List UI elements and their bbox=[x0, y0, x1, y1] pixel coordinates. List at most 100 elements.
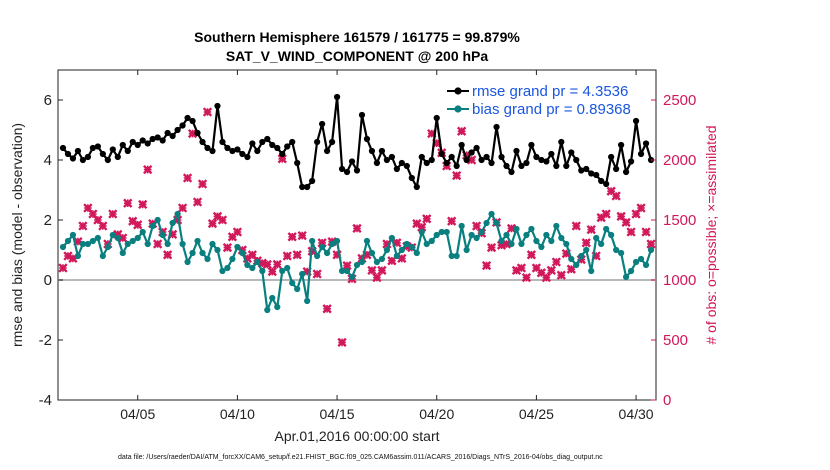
rmse-point bbox=[169, 132, 176, 140]
rmse-point bbox=[448, 153, 455, 161]
bias-point bbox=[224, 264, 231, 272]
rmse-point bbox=[483, 153, 490, 161]
rmse-point bbox=[563, 162, 570, 170]
bias-point bbox=[104, 243, 111, 251]
bias-point bbox=[269, 294, 276, 302]
rmse-point bbox=[239, 150, 246, 158]
obs-point bbox=[372, 272, 382, 283]
bias-point bbox=[134, 234, 141, 242]
legend-rmse-label: rmse grand pr = 4.3536 bbox=[472, 83, 628, 100]
rmse-point bbox=[254, 147, 261, 155]
bias-point bbox=[69, 231, 77, 239]
rmse-point bbox=[348, 158, 356, 165]
obs-point bbox=[133, 220, 143, 230]
obs-point bbox=[611, 191, 621, 201]
rmse-point bbox=[598, 177, 605, 185]
x-tick-label: 04/20 bbox=[419, 406, 454, 422]
bias-point bbox=[523, 231, 530, 239]
chart-title-line2: SAT_V_WIND_COMPONENT @ 200 hPa bbox=[226, 48, 489, 64]
obs-point bbox=[337, 337, 347, 348]
rmse-point bbox=[573, 156, 580, 164]
bias-point bbox=[309, 237, 316, 245]
rmse-point bbox=[463, 156, 470, 164]
obs-point bbox=[377, 265, 387, 276]
rmse-point bbox=[229, 147, 236, 155]
bias-point bbox=[264, 306, 271, 314]
bias-point bbox=[383, 246, 390, 254]
bias-point bbox=[219, 267, 226, 275]
bias-point bbox=[144, 240, 151, 248]
rmse-point bbox=[373, 159, 381, 167]
rmse-point bbox=[159, 137, 166, 144]
rmse-point bbox=[104, 156, 111, 164]
bias-point bbox=[647, 246, 655, 254]
obs-point bbox=[108, 209, 118, 219]
obs-point bbox=[481, 260, 492, 271]
bias-point bbox=[503, 231, 510, 239]
bias-point bbox=[428, 237, 435, 245]
obs-point bbox=[447, 216, 457, 226]
rmse-point bbox=[328, 138, 336, 146]
right-tick-label: 2000 bbox=[663, 152, 696, 169]
rmse-point bbox=[244, 153, 251, 161]
bias-point bbox=[363, 237, 371, 245]
left-tick-label: 0 bbox=[44, 272, 52, 289]
bias-point bbox=[408, 243, 415, 251]
x-tick-label: 04/15 bbox=[320, 406, 355, 422]
x-tick-label: 04/25 bbox=[519, 406, 554, 422]
rmse-point bbox=[408, 174, 415, 182]
right-axis-label: # of obs: o=possible; ×=assimilated bbox=[703, 125, 719, 344]
rmse-point bbox=[423, 159, 430, 167]
obs-point bbox=[222, 242, 233, 253]
bias-point bbox=[473, 234, 480, 242]
bias-point bbox=[319, 243, 326, 251]
rmse-point bbox=[468, 149, 475, 156]
bias-point bbox=[284, 264, 291, 272]
x-tick-label: 04/05 bbox=[120, 406, 155, 422]
obs-point bbox=[641, 227, 651, 237]
obs-point bbox=[457, 126, 467, 136]
bias-point bbox=[259, 267, 266, 275]
obs-point bbox=[312, 269, 322, 279]
bias-point bbox=[468, 231, 475, 239]
bias-point bbox=[393, 252, 400, 260]
rmse-point bbox=[543, 158, 550, 165]
left-tick-label: 4 bbox=[44, 152, 52, 169]
bias-point bbox=[518, 240, 525, 248]
rmse-point bbox=[393, 165, 400, 173]
bias-point bbox=[333, 237, 341, 245]
bias-point bbox=[388, 234, 395, 242]
data-file-footnote: data file: /Users/raeder/DAI/ATM_forcXX/… bbox=[118, 454, 603, 461]
rmse-point bbox=[428, 156, 435, 164]
obs-point bbox=[581, 238, 591, 248]
obs-point bbox=[422, 214, 432, 224]
obs-point bbox=[98, 221, 108, 231]
rmse-point bbox=[568, 149, 575, 156]
bias-point bbox=[348, 273, 356, 281]
bias-point bbox=[563, 240, 570, 248]
left-tick-label: -2 bbox=[39, 332, 52, 349]
rmse-point bbox=[314, 138, 321, 146]
bias-point bbox=[299, 270, 306, 278]
obs-point bbox=[636, 203, 646, 213]
legend-rmse-marker bbox=[454, 87, 462, 95]
obs-point bbox=[516, 263, 527, 273]
bias-point bbox=[114, 234, 121, 242]
bias-point bbox=[209, 240, 216, 248]
rmse-point bbox=[588, 170, 595, 177]
bias-point bbox=[353, 261, 361, 269]
rmse-point bbox=[264, 135, 271, 143]
obs-point bbox=[217, 215, 228, 225]
rmse-point bbox=[114, 153, 121, 161]
obs-point bbox=[546, 265, 556, 276]
rmse-point bbox=[627, 158, 635, 165]
rmse-point bbox=[473, 144, 480, 152]
rmse-point bbox=[59, 144, 67, 152]
rmse-point bbox=[548, 150, 555, 158]
rmse-point bbox=[358, 111, 366, 119]
bias-point bbox=[199, 249, 206, 257]
bias-point bbox=[343, 267, 351, 275]
rmse-point bbox=[234, 146, 241, 153]
bias-point bbox=[637, 255, 645, 263]
bias-point bbox=[84, 240, 91, 248]
